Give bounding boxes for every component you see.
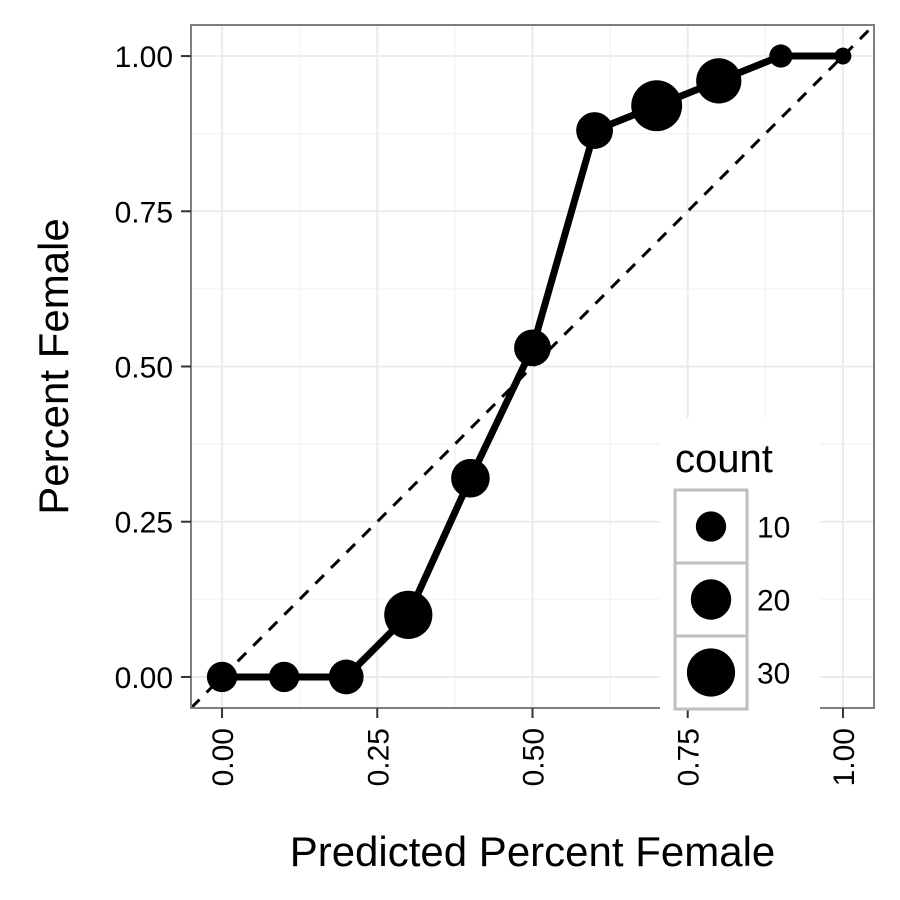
y-tick-label: 0.75 xyxy=(115,196,173,229)
data-point xyxy=(834,47,852,65)
legend-key-symbol xyxy=(690,579,732,620)
legend: count 10 20 30 xyxy=(660,418,820,711)
data-point xyxy=(268,661,300,693)
data-point xyxy=(514,329,551,367)
y-tick-label: 0.50 xyxy=(115,352,173,385)
x-tick-label: 0.75 xyxy=(673,728,706,786)
legend-label: 20 xyxy=(757,585,790,618)
data-point xyxy=(451,458,490,498)
data-point xyxy=(206,661,238,693)
data-point xyxy=(328,659,364,695)
x-tick-label: 1.00 xyxy=(828,728,861,786)
data-point xyxy=(384,590,433,639)
reference-diagonal-line xyxy=(189,23,876,710)
y-axis-title: Percent Female xyxy=(30,218,77,514)
data-point xyxy=(576,112,613,149)
y-tick-label: 0.25 xyxy=(115,507,173,540)
y-tick-label: 0.00 xyxy=(115,662,173,695)
data-point xyxy=(696,58,742,104)
x-tick-label: 0.50 xyxy=(518,728,551,786)
x-tick-label: 0.00 xyxy=(207,728,240,786)
legend-label: 10 xyxy=(757,512,790,545)
y-axis: 0.00 0.25 0.50 0.75 1.00 xyxy=(115,41,191,695)
legend-label: 30 xyxy=(757,658,790,691)
x-axis: 0.00 0.25 0.50 0.75 1.00 xyxy=(207,708,861,786)
legend-key-symbol xyxy=(695,511,727,542)
x-axis-title: Predicted Percent Female xyxy=(290,828,776,875)
data-points xyxy=(206,44,852,695)
legend-key-symbol xyxy=(686,648,736,697)
legend-key xyxy=(673,561,749,638)
data-point xyxy=(769,44,793,68)
y-tick-label: 1.00 xyxy=(115,41,173,74)
data-point xyxy=(631,80,683,132)
x-tick-label: 0.25 xyxy=(362,728,395,786)
legend-title: count xyxy=(675,437,773,481)
